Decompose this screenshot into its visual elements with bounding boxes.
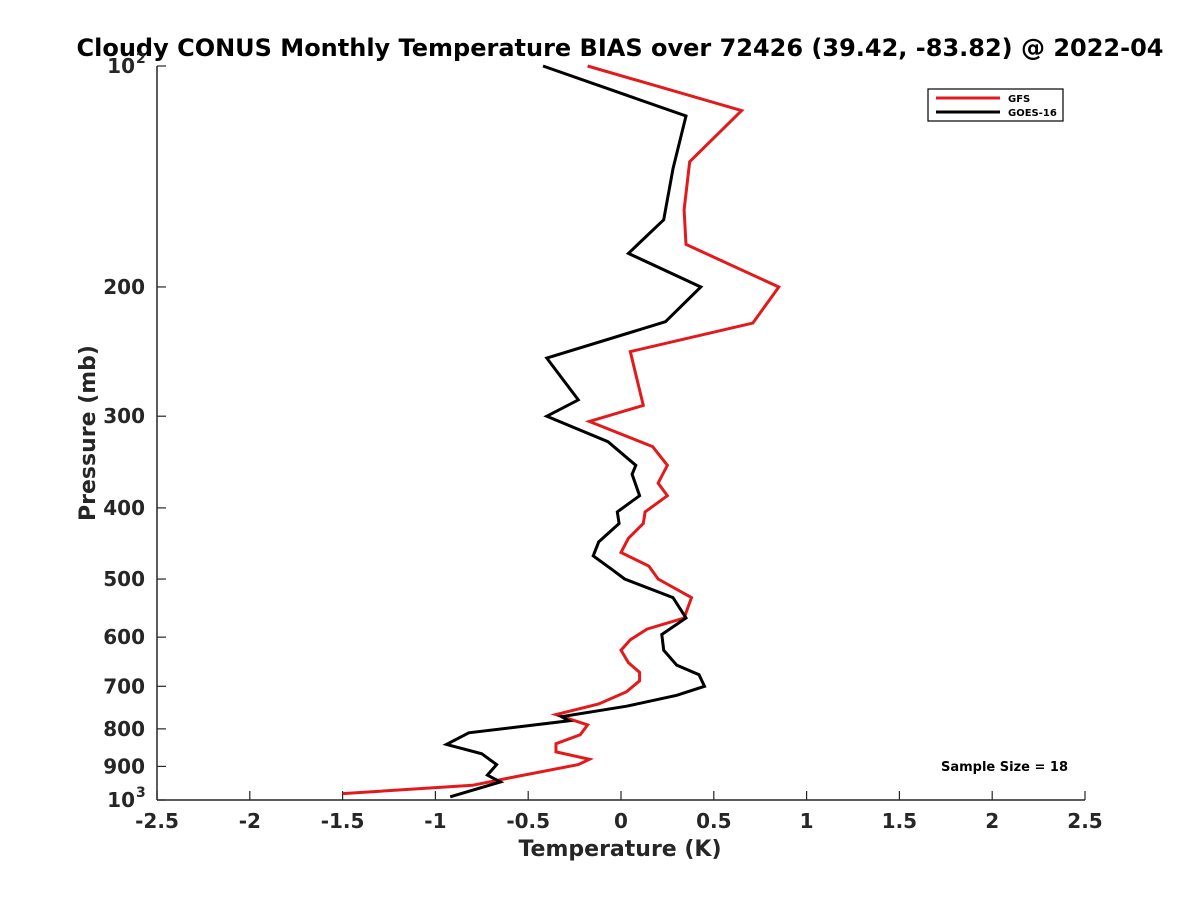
y-tick-base: 10	[107, 54, 135, 78]
legend-box	[927, 88, 1064, 122]
chart-title: Cloudy CONUS Monthly Temperature BIAS ov…	[76, 34, 1163, 62]
x-tick-label: -2.5	[135, 809, 179, 833]
y-tick-exponent: 3	[136, 785, 146, 801]
series-line-goes-16	[442, 64, 707, 799]
plot-area: -2.5 -2 -1.5 -1 -0.5 0 0.5 1 1.5 2 2.510 2200300400…	[103, 51, 1102, 833]
x-tick-label: 1.5	[882, 809, 917, 833]
sample-size-annotation: Sample Size = 18	[941, 760, 1068, 775]
x-tick-label: 0	[614, 809, 628, 833]
x-tick-label: 1	[800, 809, 814, 833]
y-tick-label: 500	[103, 567, 145, 591]
y-tick-label: 600	[103, 625, 145, 649]
y-tick-label: 300	[103, 404, 145, 428]
y-tick-label-power: 10 3	[107, 785, 146, 812]
y-tick-label: 700	[103, 674, 145, 698]
y-tick-base: 10	[107, 788, 135, 812]
y-tick-exponent: 2	[136, 51, 146, 67]
series-line-gfs	[342, 64, 782, 796]
x-tick-label: -2	[239, 809, 261, 833]
y-tick-label: 800	[103, 717, 145, 741]
x-axis-label: Temperature (K)	[518, 837, 721, 862]
legend: GFS GOES-16	[927, 88, 1064, 122]
y-tick-label: 200	[103, 275, 145, 299]
x-tick-label: -1.5	[321, 809, 365, 833]
x-tick-label: -1	[424, 809, 446, 833]
y-tick-label: 900	[103, 754, 145, 778]
legend-entry: GFS	[1008, 94, 1030, 105]
x-tick-label: 0.5	[696, 809, 731, 833]
legend-entry: GOES-16	[1008, 108, 1057, 119]
x-tick-label: -0.5	[506, 809, 550, 833]
y-axis-label: Pressure (mb)	[76, 345, 101, 521]
y-tick-label-power: 10 2	[107, 51, 146, 78]
x-tick-label: 2	[985, 809, 999, 833]
x-tick-label: 2.5	[1067, 809, 1102, 833]
y-tick-label: 400	[103, 496, 145, 520]
